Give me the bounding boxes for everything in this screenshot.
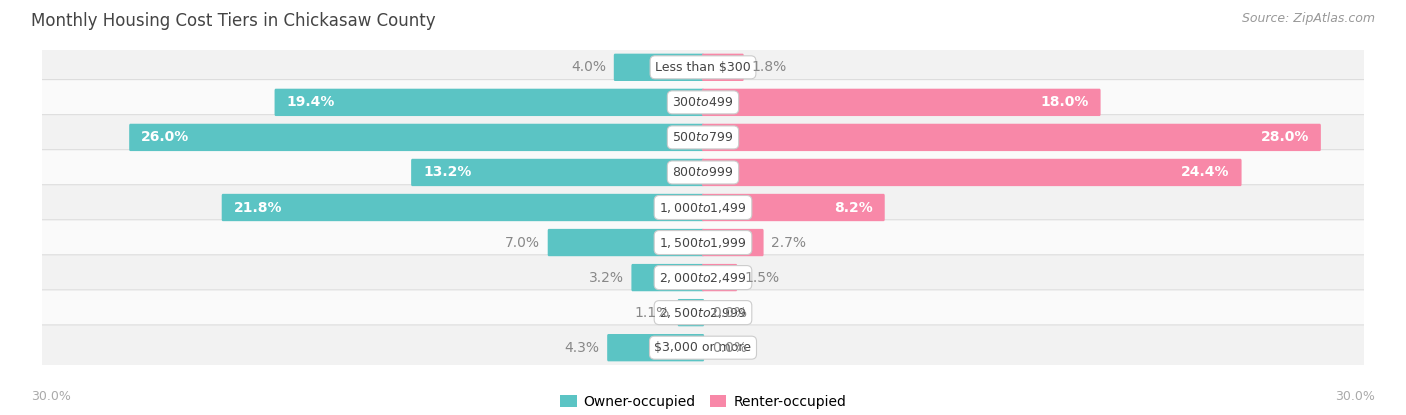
Text: $500 to $799: $500 to $799: [672, 131, 734, 144]
FancyBboxPatch shape: [39, 80, 1367, 125]
FancyBboxPatch shape: [222, 194, 704, 221]
Text: $2,000 to $2,499: $2,000 to $2,499: [659, 271, 747, 285]
Text: $300 to $499: $300 to $499: [672, 96, 734, 109]
Text: 26.0%: 26.0%: [141, 130, 190, 144]
Text: $1,500 to $1,999: $1,500 to $1,999: [659, 236, 747, 249]
FancyBboxPatch shape: [614, 54, 704, 81]
Text: 21.8%: 21.8%: [233, 200, 283, 215]
Text: 1.1%: 1.1%: [634, 305, 669, 320]
Text: 30.0%: 30.0%: [1336, 390, 1375, 403]
FancyBboxPatch shape: [702, 159, 1241, 186]
FancyBboxPatch shape: [702, 89, 1101, 116]
Text: 28.0%: 28.0%: [1260, 130, 1309, 144]
FancyBboxPatch shape: [702, 194, 884, 221]
FancyBboxPatch shape: [548, 229, 704, 256]
Text: 19.4%: 19.4%: [287, 95, 335, 110]
FancyBboxPatch shape: [678, 299, 704, 326]
FancyBboxPatch shape: [702, 264, 737, 291]
Text: 0.0%: 0.0%: [711, 341, 747, 355]
Text: Less than $300: Less than $300: [655, 61, 751, 74]
Text: 4.0%: 4.0%: [571, 60, 606, 74]
FancyBboxPatch shape: [702, 229, 763, 256]
Text: 30.0%: 30.0%: [31, 390, 70, 403]
FancyBboxPatch shape: [39, 325, 1367, 371]
Text: 1.5%: 1.5%: [745, 271, 780, 285]
Text: $3,000 or more: $3,000 or more: [655, 341, 751, 354]
FancyBboxPatch shape: [702, 124, 1320, 151]
Text: 24.4%: 24.4%: [1181, 166, 1229, 179]
Text: 1.8%: 1.8%: [751, 60, 787, 74]
FancyBboxPatch shape: [39, 185, 1367, 230]
Legend: Owner-occupied, Renter-occupied: Owner-occupied, Renter-occupied: [560, 395, 846, 409]
Text: $2,500 to $2,999: $2,500 to $2,999: [659, 305, 747, 320]
Text: 2.7%: 2.7%: [772, 236, 806, 249]
FancyBboxPatch shape: [607, 334, 704, 361]
Text: 8.2%: 8.2%: [834, 200, 873, 215]
FancyBboxPatch shape: [39, 150, 1367, 195]
FancyBboxPatch shape: [39, 255, 1367, 300]
Text: $800 to $999: $800 to $999: [672, 166, 734, 179]
Text: 4.3%: 4.3%: [564, 341, 599, 355]
FancyBboxPatch shape: [39, 220, 1367, 265]
Text: 3.2%: 3.2%: [589, 271, 624, 285]
FancyBboxPatch shape: [39, 290, 1367, 335]
FancyBboxPatch shape: [129, 124, 704, 151]
Text: 13.2%: 13.2%: [423, 166, 471, 179]
FancyBboxPatch shape: [39, 115, 1367, 160]
Text: 18.0%: 18.0%: [1040, 95, 1088, 110]
Text: 7.0%: 7.0%: [505, 236, 540, 249]
Text: Monthly Housing Cost Tiers in Chickasaw County: Monthly Housing Cost Tiers in Chickasaw …: [31, 12, 436, 30]
FancyBboxPatch shape: [411, 159, 704, 186]
Text: $1,000 to $1,499: $1,000 to $1,499: [659, 200, 747, 215]
FancyBboxPatch shape: [702, 54, 744, 81]
Text: Source: ZipAtlas.com: Source: ZipAtlas.com: [1241, 12, 1375, 25]
Text: 0.0%: 0.0%: [711, 305, 747, 320]
FancyBboxPatch shape: [39, 44, 1367, 90]
FancyBboxPatch shape: [274, 89, 704, 116]
FancyBboxPatch shape: [631, 264, 704, 291]
